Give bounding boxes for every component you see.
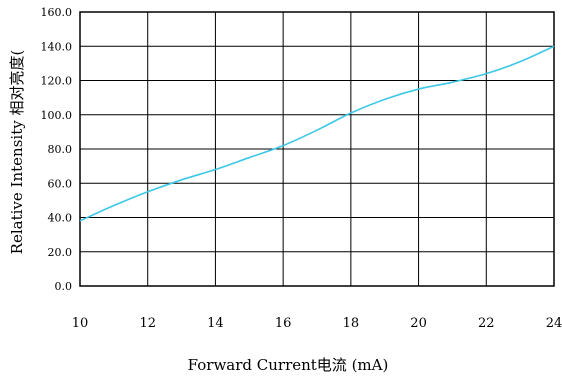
x-tick-label: 10 bbox=[72, 316, 89, 331]
x-tick-label: 18 bbox=[343, 316, 360, 331]
y-tick-label: 120.0 bbox=[41, 75, 73, 88]
y-tick-label: 80.0 bbox=[48, 143, 73, 156]
y-tick-label: 140.0 bbox=[41, 40, 73, 53]
x-tick-label: 14 bbox=[207, 316, 224, 331]
series-layer bbox=[79, 45, 555, 222]
y-tick-label: 60.0 bbox=[48, 177, 73, 190]
plot-frame bbox=[79, 11, 555, 287]
y-tick-label: 160.0 bbox=[41, 6, 73, 19]
y-tick-label: 100.0 bbox=[41, 109, 73, 122]
series-line-0 bbox=[79, 45, 555, 222]
x-tick-label: 22 bbox=[478, 316, 495, 331]
x-tick-label: 24 bbox=[546, 316, 562, 331]
x-tick-labels: 10 12 14 16 18 20 22 24 bbox=[72, 316, 562, 331]
x-tick-label: 16 bbox=[275, 316, 292, 331]
x-tick-label: 12 bbox=[139, 316, 156, 331]
x-tick-label: 20 bbox=[410, 316, 427, 331]
y-tick-labels: 0.0 20.0 40.0 60.0 80.0 100.0 120.0 140.0 160.0 bbox=[41, 6, 73, 293]
y-tick-label: 0.0 bbox=[55, 280, 73, 293]
x-axis-title: Forward Current电流 (mA) bbox=[188, 356, 389, 374]
y-tick-label: 20.0 bbox=[48, 246, 73, 259]
y-tick-label: 40.0 bbox=[48, 212, 73, 225]
y-axis-title: Relative Intensity 相对亮度( bbox=[8, 50, 26, 255]
